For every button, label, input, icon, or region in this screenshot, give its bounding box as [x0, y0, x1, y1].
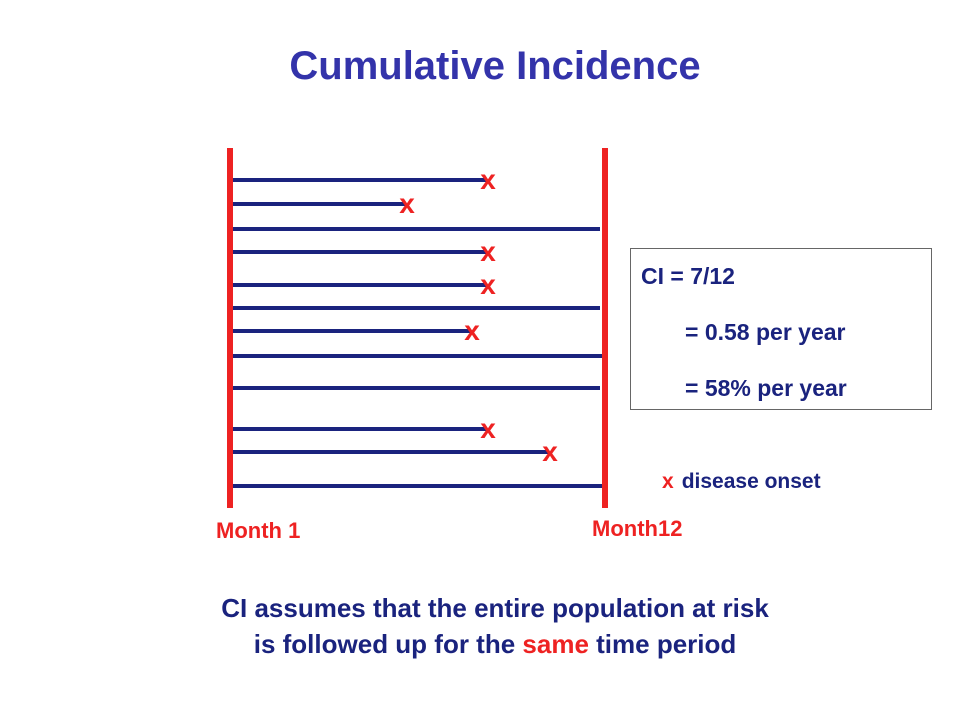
- legend-label: disease onset: [681, 470, 821, 493]
- subject-lines: [230, 178, 605, 488]
- legend-symbol: x: [662, 470, 674, 493]
- onset-marker: x: [464, 315, 480, 346]
- caption-line-2-before: is followed up for the: [253, 629, 523, 659]
- page-title: Cumulative Incidence: [289, 44, 701, 88]
- boundary-lines: [227, 148, 608, 508]
- caption-line-2: is followed up for the same time period: [0, 626, 960, 662]
- ci-decimal: = 0.58 per year: [685, 319, 846, 345]
- onset-marker: x: [542, 436, 558, 467]
- onset-marker: x: [399, 188, 415, 219]
- ci-result-box: CI = 7/12 = 0.58 per year = 58% per year: [630, 248, 932, 410]
- onset-marker: x: [480, 413, 496, 444]
- caption-line-2-after: time period: [588, 629, 737, 659]
- legend: x disease onset: [662, 470, 821, 494]
- end-month-label: Month12: [592, 516, 683, 541]
- caption-highlight: same: [522, 629, 589, 659]
- onset-marker: x: [480, 269, 496, 300]
- start-month-label: Month 1: [216, 518, 301, 543]
- caption: CI assumes that the entire population at…: [0, 590, 960, 662]
- onset-marker: x: [480, 164, 496, 195]
- ci-percent: = 58% per year: [685, 375, 847, 401]
- ci-fraction: CI = 7/12: [641, 263, 735, 289]
- caption-line-1: CI assumes that the entire population at…: [221, 593, 769, 623]
- onset-marker: x: [480, 236, 496, 267]
